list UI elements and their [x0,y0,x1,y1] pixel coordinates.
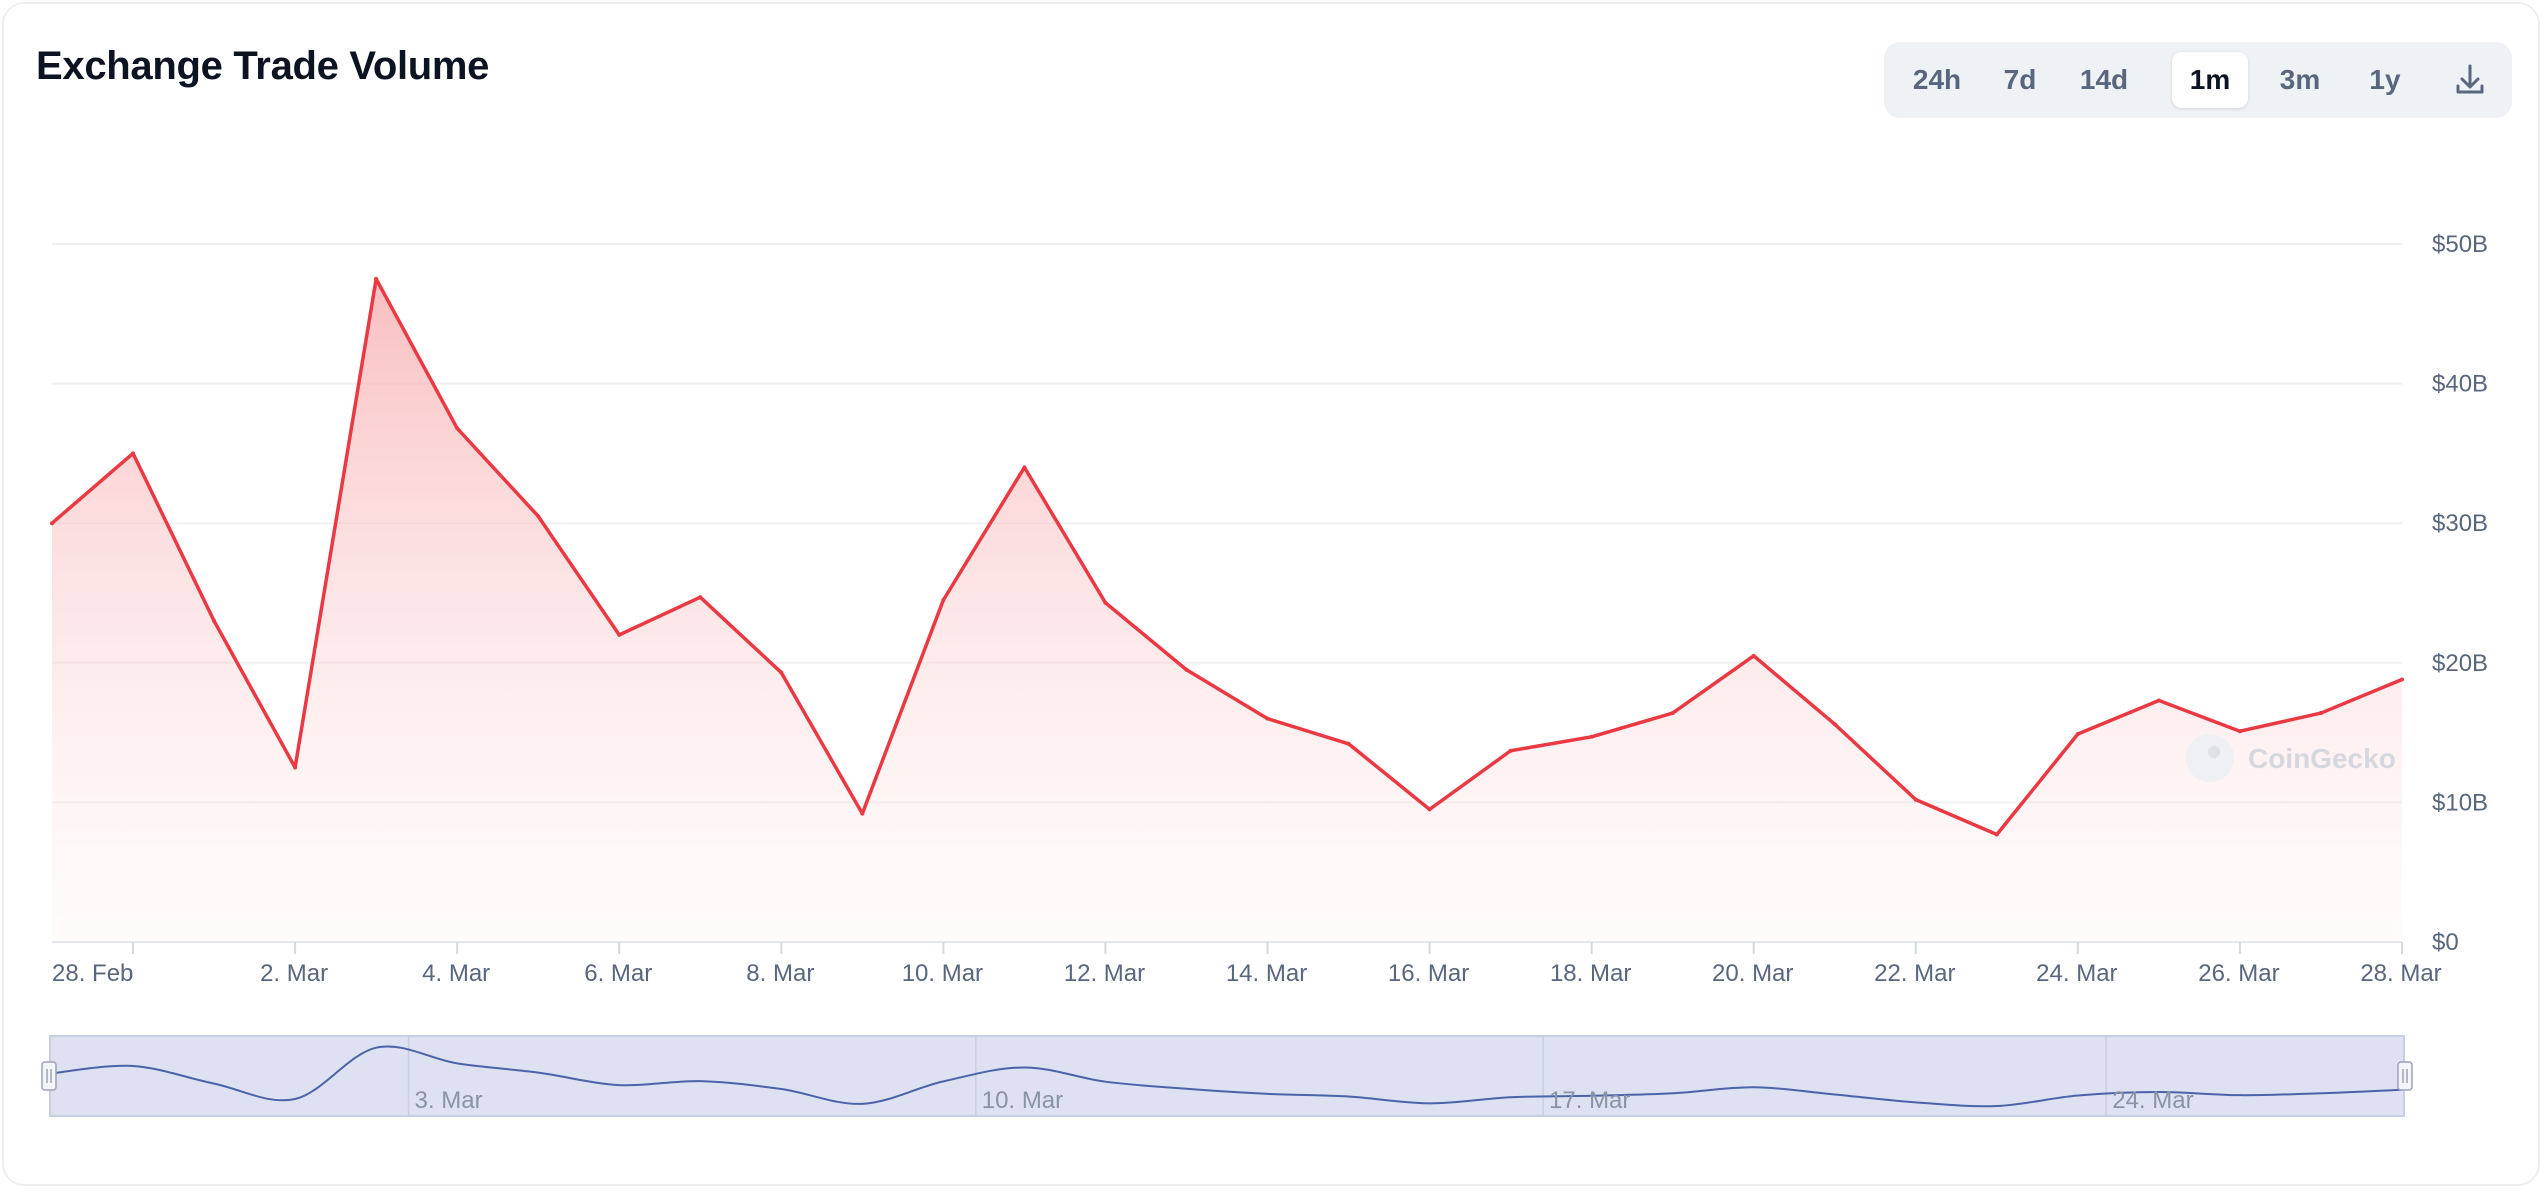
data-point[interactable] [1670,711,1675,716]
data-point[interactable] [698,595,703,600]
data-point[interactable] [1022,465,1027,470]
x-tick-label: 10. Mar [902,960,983,987]
navigator-handle-left[interactable] [41,1061,57,1091]
x-axis: 28. Feb 2. Mar 4. Mar 6. Mar 8. Mar 10. Mar 12… [52,942,2442,987]
data-point[interactable] [212,618,217,623]
navigator-window[interactable] [49,1035,2405,1117]
data-point[interactable] [1103,600,1108,605]
x-tick-label: 8. Mar [746,960,814,987]
data-point[interactable] [1508,748,1513,753]
data-point[interactable] [293,765,298,770]
data-point[interactable] [1751,653,1756,658]
navigator-label: 3. Mar [415,1087,483,1114]
data-point[interactable] [455,426,460,431]
y-tick-label: $20B [2432,650,2488,677]
range-button-3m[interactable]: 3m [2279,64,2321,95]
x-tick-label: 20. Mar [1712,960,1793,987]
range-button-24h[interactable]: 24h [1912,64,1962,95]
data-point[interactable] [617,632,622,637]
range-button-1y[interactable]: 1y [2369,64,2401,95]
y-tick-label: $40B [2432,371,2488,398]
y-axis: $0 $10B $20B $30B $40B $50B [2432,231,2488,956]
x-tick-label: 28. Feb [52,960,133,987]
range-button-7d[interactable]: 7d [2003,64,2037,95]
data-point[interactable] [1184,667,1189,672]
y-tick-label: $0 [2432,929,2459,956]
data-point[interactable] [131,451,136,456]
data-point[interactable] [1427,807,1432,812]
data-point[interactable] [2318,711,2323,716]
x-tick-label: 4. Mar [422,960,490,987]
x-tick-label: 18. Mar [1550,960,1631,987]
data-point[interactable] [1994,832,1999,837]
y-tick-label: $30B [2432,510,2488,537]
gecko-logo-eye [2208,746,2220,758]
y-tick-label: $50B [2432,231,2488,258]
watermark-text: CoinGecko [2248,743,2396,774]
data-point[interactable] [779,670,784,675]
navigator-label: 24. Mar [2112,1087,2193,1114]
data-point[interactable] [1265,716,1270,721]
data-point[interactable] [536,514,541,519]
watermark: CoinGecko [2186,734,2396,782]
navigator[interactable]: 3. Mar 10. Mar 17. Mar 24. Mar [41,1035,2413,1117]
data-point[interactable] [1346,741,1351,746]
gecko-logo-icon [2186,734,2234,782]
x-tick-label: 26. Mar [2198,960,2279,987]
navigator-series-line [51,1045,2403,1108]
x-tick-label: 6. Mar [584,960,652,987]
data-point[interactable] [374,276,379,281]
navigator-label: 17. Mar [1549,1087,1630,1114]
area-fill [52,278,2402,942]
navigator-handle-right[interactable] [2397,1061,2413,1091]
data-point[interactable] [2075,731,2080,736]
data-point[interactable] [50,521,54,526]
data-point[interactable] [1589,734,1594,739]
x-tick-label: 2. Mar [260,960,328,987]
range-button-1m[interactable]: 1m [2172,52,2248,108]
range-button-14d[interactable]: 14d [2079,64,2129,95]
data-point[interactable] [2400,677,2404,682]
download-icon [2456,64,2484,94]
y-tick-label: $10B [2432,789,2488,816]
x-tick-label: 14. Mar [1226,960,1307,987]
data-point[interactable] [2237,729,2242,734]
data-point[interactable] [1832,722,1837,727]
x-tick-label: 28. Mar [2360,960,2441,987]
download-button[interactable] [2440,52,2500,108]
data-point[interactable] [941,597,946,602]
x-tick-label: 24. Mar [2036,960,2117,987]
page-title: Exchange Trade Volume [36,44,490,88]
data-point[interactable] [2156,698,2161,703]
x-tick-label: 12. Mar [1064,960,1145,987]
x-tick-label: 16. Mar [1388,960,1469,987]
data-point[interactable] [860,811,865,816]
navigator-label: 10. Mar [982,1087,1063,1114]
x-tick-label: 22. Mar [1874,960,1955,987]
range-selector: 24h 7d 14d 1m 3m 1y [1884,42,2512,118]
data-point[interactable] [1913,797,1918,802]
series-line [50,277,2403,837]
